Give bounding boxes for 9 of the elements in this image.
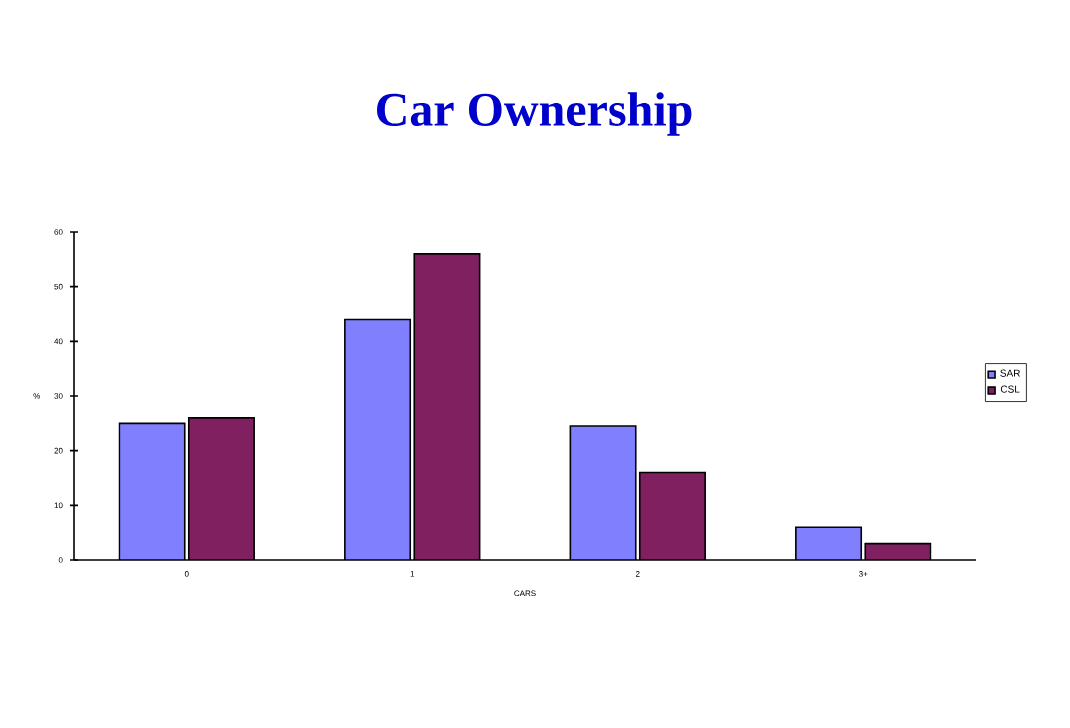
bar xyxy=(188,417,255,560)
bar xyxy=(864,542,932,560)
bar xyxy=(414,253,480,560)
bar xyxy=(119,423,185,560)
chart-title: Car Ownership xyxy=(377,92,692,136)
bar xyxy=(795,526,863,560)
bar xyxy=(570,426,636,560)
bar xyxy=(639,472,706,560)
bar xyxy=(344,319,411,560)
